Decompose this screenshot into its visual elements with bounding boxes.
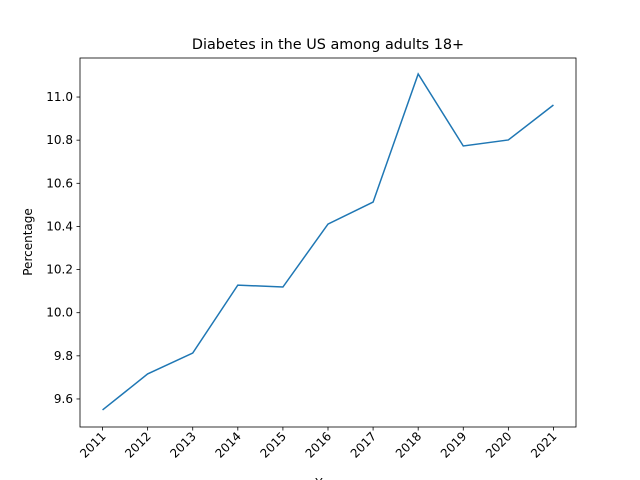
y-tick-label: 9.8 [54,349,73,363]
data-line [102,72,554,411]
y-tick-label: 10.0 [46,306,73,320]
y-tick-label: 10.2 [46,263,73,277]
plot-frame [79,57,577,428]
y-tick-label: 10.8 [46,133,73,147]
y-tick-label: 10.4 [46,219,73,233]
y-axis-label: Percentage [21,208,35,276]
y-tick-label: 9.6 [54,392,73,406]
y-tick-label: 10.6 [46,176,73,190]
chart-title: Diabetes in the US among adults 18+ [192,37,464,53]
y-tick-label: 11.0 [46,90,73,104]
x-axis-label: Year [314,476,340,480]
